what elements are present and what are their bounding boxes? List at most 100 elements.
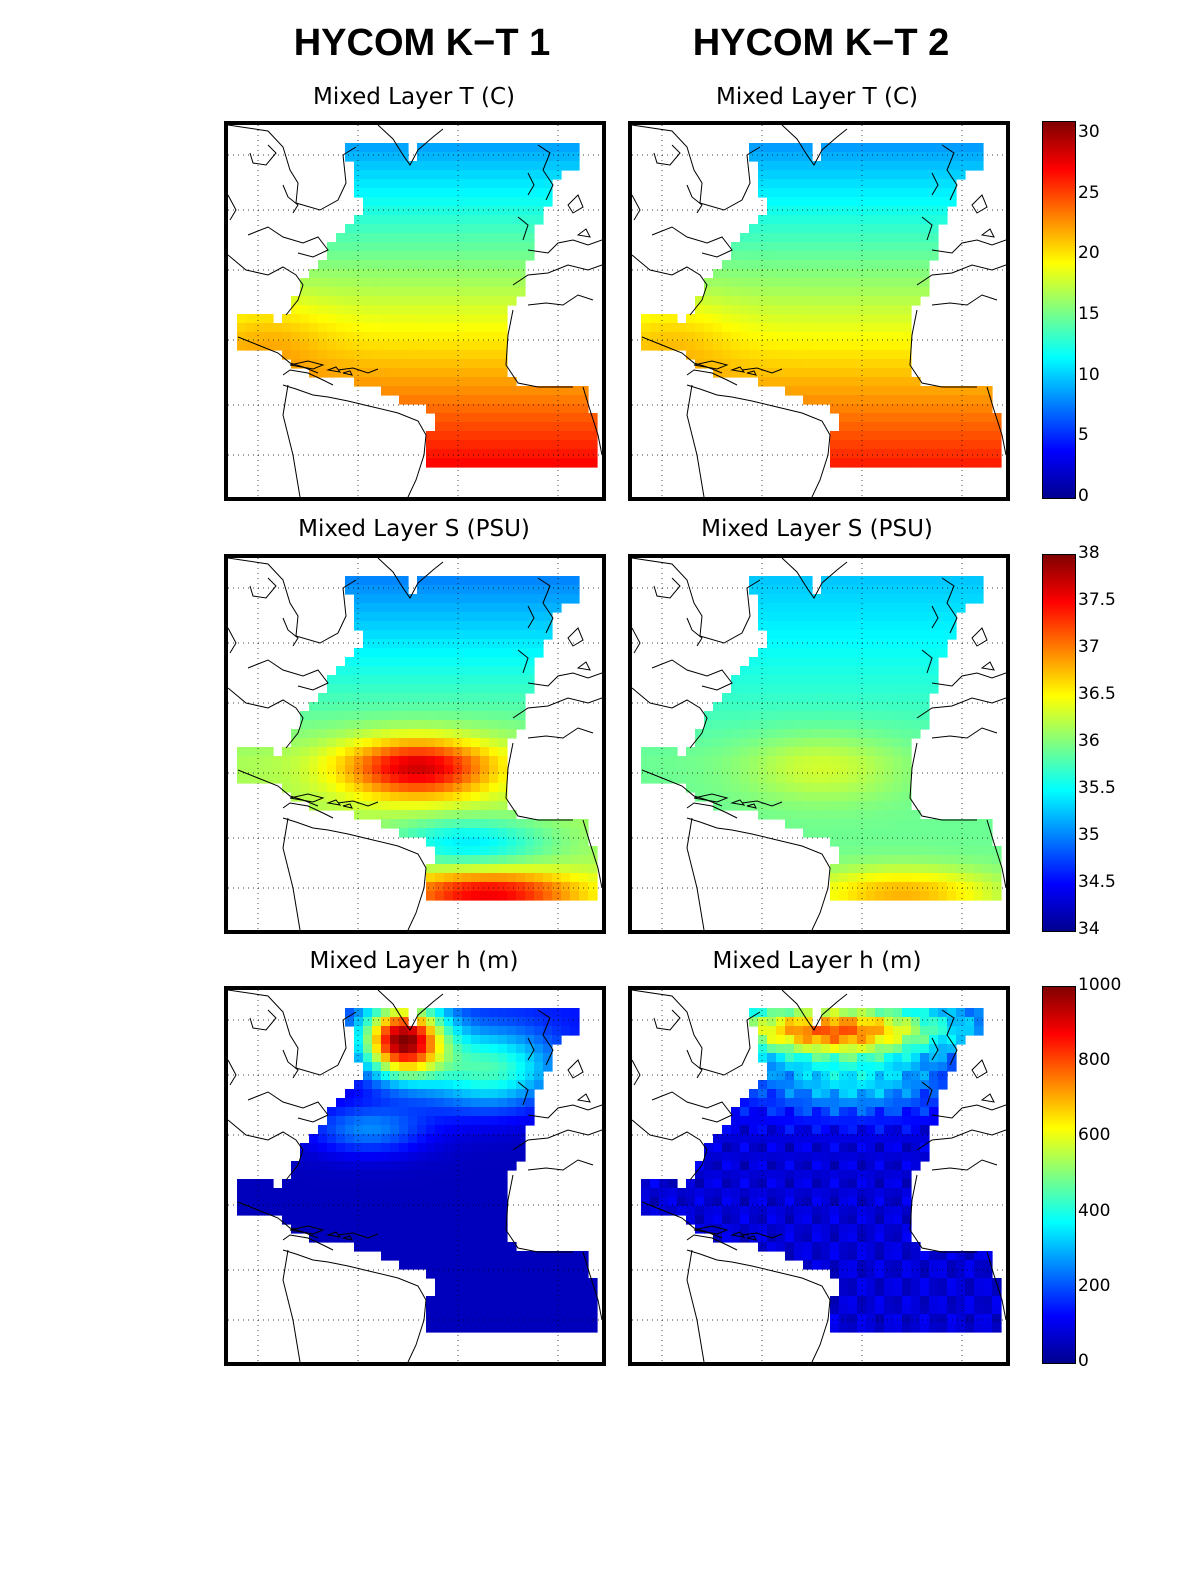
field-cell [848, 1197, 858, 1207]
field-cell [893, 1035, 903, 1045]
field-cell [812, 666, 822, 676]
field-cell [426, 377, 436, 387]
field-cell [489, 1053, 499, 1063]
field-cell [893, 702, 903, 712]
field-cell [884, 801, 894, 811]
field-cell [561, 404, 571, 414]
field-cell [875, 1080, 885, 1090]
field-cell [920, 269, 930, 279]
field-cell [291, 1197, 301, 1207]
field-cell [767, 774, 777, 784]
field-cell [875, 1215, 885, 1225]
field-cell [830, 206, 840, 216]
field-cell [291, 350, 301, 360]
field-cell [902, 251, 912, 261]
field-cell [911, 224, 921, 234]
field-cell [893, 738, 903, 748]
coastline [228, 254, 304, 316]
field-cell [480, 837, 490, 847]
field-cell [507, 1107, 517, 1117]
field-cell [336, 1197, 346, 1207]
field-cell [516, 1044, 526, 1054]
field-cell [552, 1251, 562, 1261]
field-cell [507, 594, 517, 604]
field-cell [794, 1053, 804, 1063]
field-cell [381, 359, 391, 369]
field-cell [812, 1242, 822, 1252]
field-cell [489, 1206, 499, 1216]
field-cell [426, 675, 436, 685]
field-cell [318, 305, 328, 315]
field-cell [839, 431, 849, 441]
field-cell [758, 269, 768, 279]
field-cell [668, 1206, 678, 1216]
field-cell [902, 404, 912, 414]
field-cell [390, 287, 400, 297]
field-cell [938, 449, 948, 459]
field-cell [758, 1197, 768, 1207]
field-cell [354, 1233, 364, 1243]
coastline [632, 687, 708, 749]
field-cell [920, 440, 930, 450]
field-cell [821, 350, 831, 360]
field-cell [821, 197, 831, 207]
field-cell [507, 666, 517, 676]
field-cell [929, 594, 939, 604]
field-cell [866, 440, 876, 450]
field-cell [821, 278, 831, 288]
field-cell [767, 1125, 777, 1135]
field-cell [812, 1206, 822, 1216]
field-cell [965, 431, 975, 441]
field-cell [408, 314, 418, 324]
coastline [282, 802, 334, 819]
field-cell [911, 729, 921, 739]
field-cell [372, 1080, 382, 1090]
field-cell [983, 458, 993, 468]
field-cell [534, 1008, 544, 1018]
field-cell [471, 1098, 481, 1108]
field-cell [893, 603, 903, 613]
field-cell [471, 458, 481, 468]
field-cell [480, 422, 490, 432]
field-cell [830, 1233, 840, 1243]
field-cell [839, 377, 849, 387]
field-cell [893, 422, 903, 432]
field-cell [471, 774, 481, 784]
field-cell [471, 576, 481, 586]
field-cell [480, 206, 490, 216]
field-cell [489, 1314, 499, 1324]
field-cell [444, 296, 454, 306]
field-cell [336, 1134, 346, 1144]
field-cell [453, 188, 463, 198]
field-cell [866, 1008, 876, 1018]
field-cell [839, 188, 849, 198]
field-cell [381, 1107, 391, 1117]
field-cell [237, 341, 247, 351]
field-cell [893, 765, 903, 775]
field-cell [480, 603, 490, 613]
field-cell [839, 855, 849, 865]
field-cell [327, 792, 337, 802]
field-cell [866, 224, 876, 234]
field-cell [920, 630, 930, 640]
field-cell [884, 819, 894, 829]
field-cell [408, 206, 418, 216]
field-cell [947, 1035, 957, 1045]
field-cell [489, 458, 499, 468]
field-cell [812, 621, 822, 631]
field-cell [893, 594, 903, 604]
coastline [282, 384, 427, 497]
field-cell [713, 269, 723, 279]
field-cell [893, 846, 903, 856]
field-cell [776, 1206, 786, 1216]
field-cell [417, 1062, 427, 1072]
field-cell [956, 395, 966, 405]
field-cell [812, 269, 822, 279]
field-cell [902, 1071, 912, 1081]
field-cell [507, 1098, 517, 1108]
field-cell [839, 269, 849, 279]
field-cell [767, 233, 777, 243]
field-cell [893, 648, 903, 658]
field-cell [480, 1125, 490, 1135]
field-cell [839, 161, 849, 171]
